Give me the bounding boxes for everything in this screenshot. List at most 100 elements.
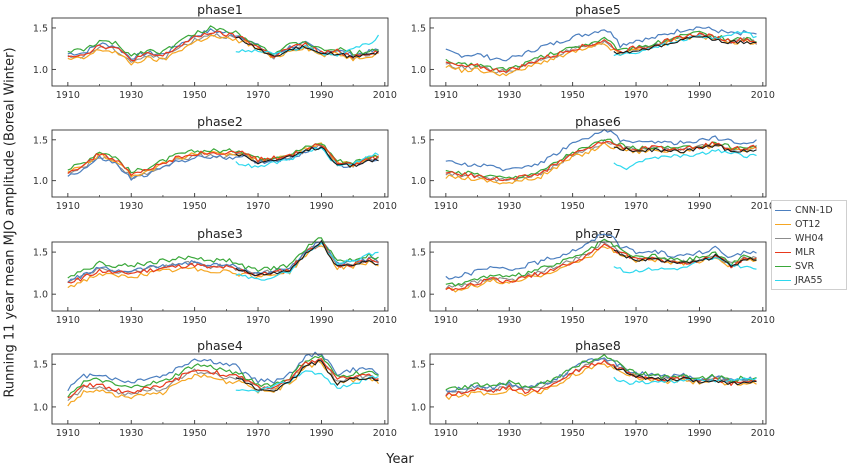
series-dark-phase7 [613,249,757,268]
legend-item-wh04: WH04 [775,231,843,245]
y-tick-label-phase7-1.5: 1.5 [411,248,426,259]
x-tick-label-phase4-1970: 1970 [246,428,270,439]
axes-frame-phase5 [429,17,767,87]
series-svr-phase1 [67,25,379,57]
x-tick-label-phase1-2010: 2010 [373,90,397,101]
series-jra55-phase5 [613,30,757,57]
y-tick-label-phase2-1: 1.0 [33,176,48,187]
series-dark-phase5 [613,35,757,55]
subplot-title-phase4: phase4 [197,338,243,353]
x-tick-label-phase8-1990: 1990 [687,428,711,439]
axes-frame-phase1 [51,17,389,87]
subplot-title-phase3: phase3 [197,226,243,241]
x-tick-label-phase5-1930: 1930 [497,90,521,101]
x-tick-label-phase1-1910: 1910 [56,90,80,101]
x-tick-label-phase4-1930: 1930 [119,428,143,439]
legend-label-cnn1d: CNN-1D [795,204,833,216]
legend-item-svr: SVR [775,259,843,273]
legend-item-ot12: OT12 [775,217,843,231]
legend-swatch-svr [775,265,791,267]
series-jra55-phase8 [613,376,757,385]
x-tick-label-phase7-1970: 1970 [624,315,648,326]
series-jra55-phase1 [235,34,380,57]
series-wh04-phase7 [445,241,757,290]
y-tick-label-phase2-1.5: 1.5 [33,135,48,146]
series-mlr-phase2 [67,143,379,176]
series-dark-phase6 [613,144,757,154]
axes-frame-phase6 [429,129,767,198]
x-tick-label-phase4-2010: 2010 [373,428,397,439]
x-tick-label-phase3-1930: 1930 [119,315,143,326]
legend-label-jra55: JRA55 [795,274,823,286]
series-cnn-1d-phase6 [445,128,757,172]
y-tick-label-phase8-1: 1.0 [411,402,426,413]
series-mlr-phase1 [67,30,379,62]
series-dark-phase2 [235,146,379,168]
x-tick-label-phase2-1950: 1950 [183,201,207,212]
x-tick-label-phase3-1950: 1950 [183,315,207,326]
x-tick-label-phase3-1990: 1990 [309,315,333,326]
axes-frame-phase8 [429,353,767,425]
x-tick-label-phase5-1910: 1910 [434,90,458,101]
x-tick-label-phase5-1970: 1970 [624,90,648,101]
x-tick-label-phase2-1930: 1930 [119,201,143,212]
subplot-title-phase7: phase7 [575,226,621,241]
legend: CNN-1D OT12 WH04 MLR SVR JRA55 [771,200,847,290]
x-tick-label-phase3-2010: 2010 [373,315,397,326]
series-dark-phase8 [613,366,757,386]
subplot-phase3: phase3 1910 1930 1950 1970 1990 2010 1.0 1.5 [33,226,397,326]
x-axis-label: Year [386,452,414,467]
x-tick-label-phase7-1910: 1910 [434,315,458,326]
legend-label-svr: SVR [795,260,815,272]
x-tick-label-phase1-1950: 1950 [183,90,207,101]
series-svr-phase7 [445,238,757,287]
axes-frame-phase2 [51,129,389,198]
series-cnn-1d-phase7 [445,233,757,280]
series-dark-phase3 [235,239,379,277]
series-mlr-phase8 [445,359,757,397]
x-tick-label-phase6-1910: 1910 [434,201,458,212]
series-svr-phase3 [67,237,379,279]
subplot-phase5: phase5 1910 1930 1950 1970 1990 2010 1.0 1.5 [411,2,775,101]
y-tick-label-phase4-1.5: 1.5 [33,360,48,371]
series-cnn-1d-phase4 [67,351,379,392]
axes-frame-phase7 [429,241,767,312]
legend-label-wh04: WH04 [795,232,824,244]
x-tick-label-phase6-1930: 1930 [497,201,521,212]
series-jra55-phase4 [235,370,379,393]
subplot-phase8: phase8 1910 1930 1950 1970 1990 2010 1.0 1.5 [411,338,775,439]
axes-frame-phase3 [51,241,389,312]
x-tick-label-phase2-1910: 1910 [56,201,80,212]
legend-item-mlr: MLR [775,245,843,259]
subplot-phase4: phase4 1910 1930 1950 1970 1990 2010 1.0 1.5 [33,338,397,439]
series-cnn-1d-phase3 [67,241,379,284]
y-tick-label-phase5-1: 1.0 [411,65,426,76]
y-tick-label-phase7-1: 1.0 [411,290,426,301]
series-svr-phase5 [445,30,757,71]
x-tick-label-phase6-1990: 1990 [687,201,711,212]
subplot-title-phase5: phase5 [575,2,621,17]
x-tick-label-phase7-1930: 1930 [497,315,521,326]
series-dark-phase4 [235,359,379,392]
x-tick-label-phase7-1950: 1950 [561,315,585,326]
y-tick-label-phase3-1.5: 1.5 [33,248,48,259]
y-tick-label-phase1-1: 1.0 [33,65,48,76]
axes-frame-phase4 [51,353,389,425]
legend-swatch-wh04 [775,237,791,239]
x-tick-label-phase8-2010: 2010 [751,428,775,439]
x-tick-label-phase6-1970: 1970 [624,201,648,212]
x-tick-label-phase6-1950: 1950 [561,201,585,212]
x-tick-label-phase1-1930: 1930 [119,90,143,101]
x-tick-label-phase6-2010: 2010 [751,201,775,212]
x-tick-label-phase1-1970: 1970 [246,90,270,101]
series-jra55-phase6 [613,148,757,171]
x-tick-label-phase4-1910: 1910 [56,428,80,439]
legend-swatch-jra55 [775,279,791,281]
x-tick-label-phase2-1970: 1970 [246,201,270,212]
x-tick-label-phase8-1970: 1970 [624,428,648,439]
y-axis-label: Running 11 year mean MJO amplitude (Bore… [2,47,18,398]
legend-label-ot12: OT12 [795,218,821,230]
legend-swatch-ot12 [775,223,791,225]
x-tick-label-phase5-1990: 1990 [687,90,711,101]
